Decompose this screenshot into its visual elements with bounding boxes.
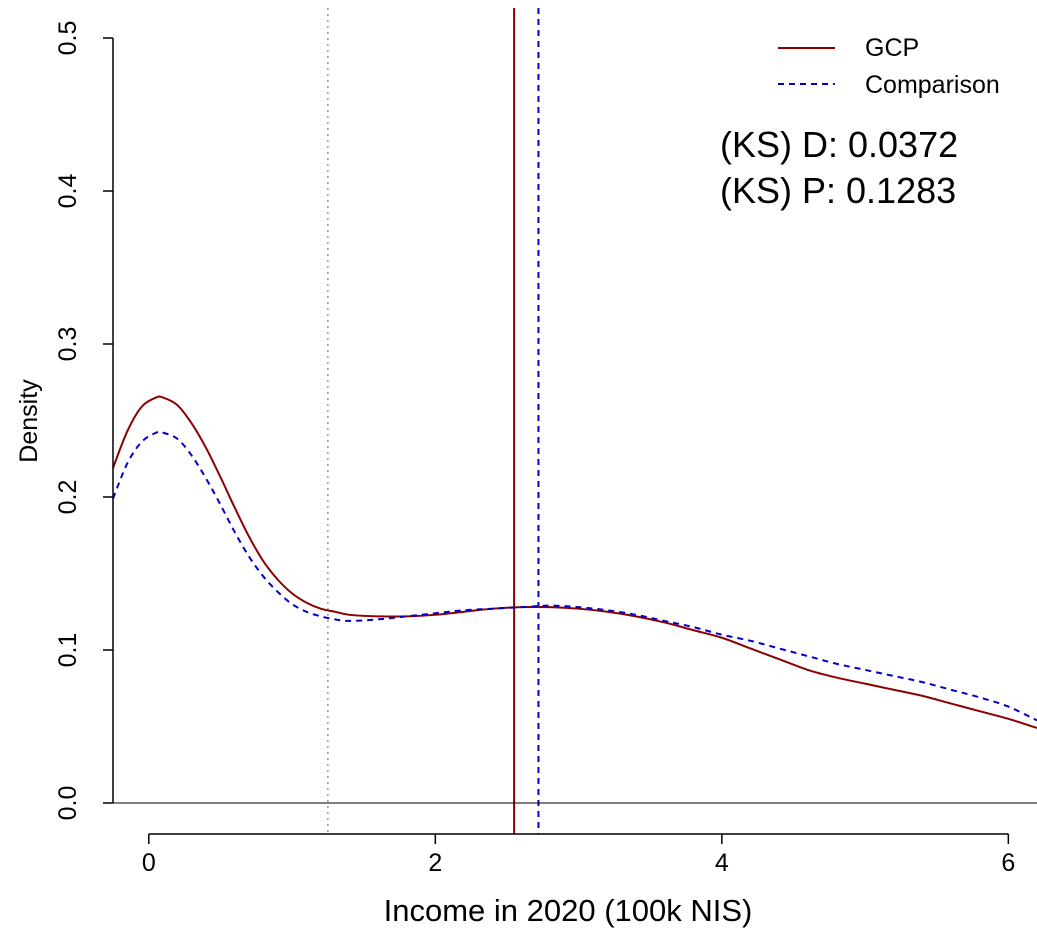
y-tick-label: 0.3 bbox=[54, 327, 82, 362]
ks-statistics: (KS) D: 0.0372 (KS) P: 0.1283 bbox=[720, 124, 958, 211]
x-tick-label: 2 bbox=[428, 849, 442, 877]
y-axis-label: Density bbox=[15, 379, 43, 463]
plot-area bbox=[112, 8, 1037, 834]
legend: GCP Comparison bbox=[778, 34, 1000, 99]
x-tick-label: 4 bbox=[715, 849, 729, 877]
x-axis: 0 2 4 6 bbox=[142, 833, 1015, 877]
density-curves bbox=[112, 395, 1037, 729]
legend-label-gcp: GCP bbox=[865, 34, 919, 62]
series-line-comparison bbox=[112, 430, 1037, 722]
x-tick-label: 6 bbox=[1001, 849, 1015, 877]
x-axis-label: Income in 2020 (100k NIS) bbox=[384, 893, 753, 928]
series-line-gcp bbox=[112, 395, 1037, 729]
vertical-reference-lines bbox=[327, 8, 540, 834]
y-tick-label: 0.2 bbox=[54, 480, 82, 515]
y-tick-label: 0.0 bbox=[54, 786, 82, 821]
x-tick-label: 0 bbox=[142, 849, 156, 877]
y-tick-label: 0.4 bbox=[54, 174, 82, 209]
ks-d-annotation: (KS) D: 0.0372 bbox=[720, 124, 958, 165]
legend-label-comparison: Comparison bbox=[865, 71, 1000, 99]
y-axis: 0.0 0.1 0.2 0.3 0.4 0.5 bbox=[54, 21, 114, 821]
ks-p-annotation: (KS) P: 0.1283 bbox=[720, 170, 956, 211]
y-tick-label: 0.5 bbox=[54, 21, 82, 56]
y-tick-label: 0.1 bbox=[54, 633, 82, 668]
